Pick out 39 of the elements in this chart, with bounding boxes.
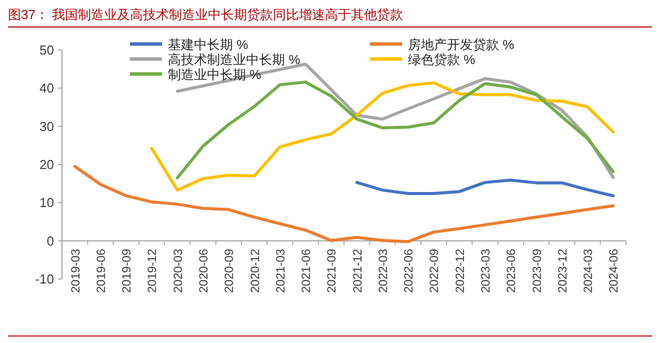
y-tick-label: 30 [40, 118, 54, 134]
y-tick-label: 0 [46, 233, 54, 248]
x-tick-label: 2021-09 [324, 248, 339, 293]
legend-label: 绿色贷款 % [408, 52, 476, 67]
x-tick-label: 2019-12 [145, 248, 160, 293]
y-tick-label: 50 [40, 42, 54, 58]
x-tick-label: 2022-06 [402, 248, 416, 293]
x-tick-label: 2019-06 [94, 248, 108, 293]
line-series [355, 178, 615, 198]
y-tick-label: 20 [40, 157, 54, 172]
x-tick-label: 2024-03 [581, 248, 596, 293]
x-tick-label: 2023-12 [555, 248, 570, 293]
y-tick-label: 40 [40, 80, 54, 96]
line-series [176, 80, 615, 180]
x-tick-label: 2020-09 [222, 248, 236, 293]
x-tick-label: 2019-03 [68, 248, 82, 293]
legend-label: 高技术制造业中长期 % [168, 52, 301, 67]
x-tick-label: 2022-09 [427, 248, 442, 293]
chart-title: 图37： 我国制造业及高技术制造业中长期贷款同比增速高于其他贷款 [8, 7, 404, 22]
x-tick-label: 2021-03 [273, 248, 288, 293]
x-tick-label: 2019-09 [120, 248, 134, 293]
x-tick-label: 2020-06 [196, 248, 210, 293]
line-series [73, 164, 615, 244]
legend-label: 基建中长期 % [168, 37, 249, 52]
y-tick-label: -10 [35, 272, 54, 286]
x-tick-label: 2021-06 [299, 248, 314, 293]
x-tick-label: 2023-06 [504, 248, 518, 293]
x-tick-label: 2022-12 [452, 248, 467, 293]
legend-label: 制造业中长期 % [168, 67, 262, 82]
x-tick-label: 2021-12 [350, 248, 364, 293]
x-tick-label: 2023-09 [530, 248, 544, 293]
line-series [150, 81, 615, 192]
legend-label: 房地产开发贷款 % [408, 37, 515, 52]
y-tick-label: 10 [40, 195, 54, 210]
x-tick-label: 2022-03 [376, 248, 390, 293]
x-tick-label: 2020-12 [248, 248, 262, 293]
x-tick-label: 2024-06 [606, 248, 621, 293]
x-tick-label: 2023-03 [478, 248, 492, 293]
x-tick-label: 2020-03 [170, 248, 185, 293]
